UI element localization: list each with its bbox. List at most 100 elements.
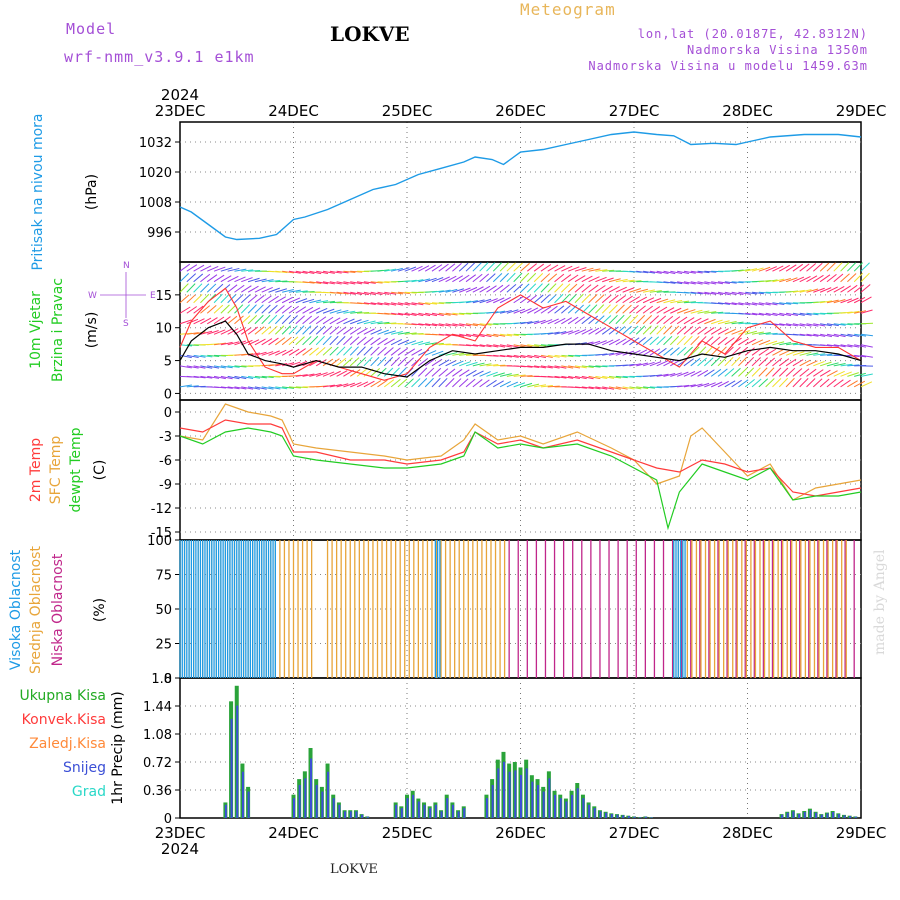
wind-barb [302,336,312,346]
wind-barb [241,365,254,368]
wind-barb [847,372,859,377]
wind-barb [642,289,655,293]
wind-barb [275,280,288,283]
wind-barb [683,358,694,367]
wind-barb [670,299,683,304]
wind-barb [248,375,261,379]
wind-barb [629,304,639,314]
wind-barb [227,275,239,283]
wind-barb [302,306,314,314]
wind-barb [622,304,632,314]
wind-barb [629,296,640,304]
wind-barb [779,341,792,346]
wind-barb [254,386,267,390]
wind-barb [268,363,281,367]
wind-barb [567,283,578,293]
wind-barb [404,357,414,367]
wind-barb [602,375,615,379]
wind-barb [717,368,728,377]
wind-barb [642,297,655,304]
wind-barb [785,264,797,272]
wind-barb [254,314,264,325]
wind-barb [254,326,265,335]
precip-snow-bar [349,811,352,818]
y-tick-label: 0 [164,406,172,421]
precip-snow-bar [593,808,596,818]
wind-barb [697,357,707,367]
wind-barb [772,367,782,377]
wind-barb [240,315,251,325]
wind-barb [615,314,625,325]
wind-barb [663,325,673,335]
wind-barb [554,283,564,293]
wind-barb [445,378,455,388]
wind-barb [534,344,547,347]
dewpt-axis-label: dewpt Temp [68,427,84,512]
wind-barb [656,360,668,367]
wind-barb [840,285,851,293]
wind-barb [853,380,866,388]
wind-barb [574,386,587,389]
wind-barb [608,386,621,390]
wind-barb [506,333,519,337]
temp-axis-label: 2m Temp [28,438,44,502]
wind-barb [649,374,662,377]
wind-barb [642,325,652,335]
wind-barb [567,266,580,272]
wind-barb [261,304,271,314]
wind-barb [438,359,450,367]
wind-barb [649,325,659,335]
wind-barb [295,386,308,389]
wind-barb [506,284,517,293]
wind-barb [813,333,826,337]
wind-barb [785,350,798,356]
wind-barb [806,275,818,283]
wind-barb [349,357,360,367]
wind-barb [799,351,812,356]
wind-barb [690,383,703,388]
wind-barb [261,286,273,293]
wind-barb [683,335,693,346]
wind-barb [806,333,819,337]
precip-snow-bar [241,771,244,818]
wind-barb [206,283,217,293]
wind-barb [214,386,227,389]
wind-barb [567,274,579,283]
wind-barb [438,368,449,377]
wind-barb [302,325,312,335]
wind-barb [356,281,369,285]
wind-barb [213,342,227,346]
precip-snow-bar [514,770,517,818]
wind-barb [554,354,567,358]
wind-barb [724,302,737,306]
wind-barb [302,315,313,325]
wind-barb [350,281,363,285]
wind-barb [622,363,635,367]
wind-barb [792,333,805,337]
wind-barb [581,267,594,272]
wind-barb [826,333,839,338]
precip-snow-bar [463,808,466,818]
wind-barb [179,384,192,388]
wind-barb [751,267,764,272]
wind-barb [370,356,380,367]
wind-barb [281,325,291,335]
wind-barb [370,302,383,306]
wind-barb [642,270,656,274]
wind-barb [731,329,743,335]
wind-barb [506,354,519,358]
wind-barb [745,330,757,335]
wind-barb [520,262,530,272]
wind-barb [472,273,483,283]
wind-barb [424,377,434,388]
wind-barb [601,315,612,325]
wind-barb [854,333,867,337]
wind-barb [758,291,771,294]
wind-barb [826,273,837,283]
wind-barb [438,377,448,388]
wind-barb [663,347,674,356]
wind-barb [581,375,594,380]
wind-barb [622,279,635,283]
wind-barb [513,344,526,348]
wind-barb [758,339,771,346]
